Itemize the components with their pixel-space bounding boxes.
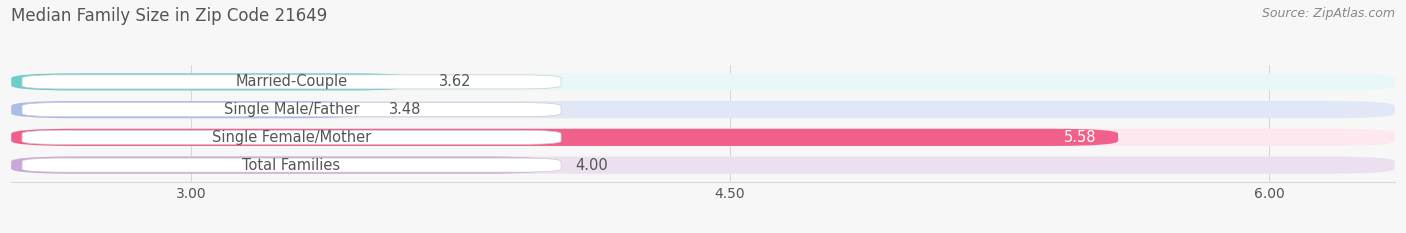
Text: Married-Couple: Married-Couple xyxy=(235,74,347,89)
FancyBboxPatch shape xyxy=(11,129,1395,146)
Text: Median Family Size in Zip Code 21649: Median Family Size in Zip Code 21649 xyxy=(11,7,328,25)
FancyBboxPatch shape xyxy=(11,73,1395,90)
Text: Single Male/Father: Single Male/Father xyxy=(224,102,360,117)
FancyBboxPatch shape xyxy=(11,73,413,90)
Text: Source: ZipAtlas.com: Source: ZipAtlas.com xyxy=(1261,7,1395,20)
Text: Total Families: Total Families xyxy=(242,158,340,173)
FancyBboxPatch shape xyxy=(11,157,550,174)
Text: 4.00: 4.00 xyxy=(575,158,609,173)
Text: 3.48: 3.48 xyxy=(388,102,420,117)
FancyBboxPatch shape xyxy=(22,130,561,144)
FancyBboxPatch shape xyxy=(11,129,1118,146)
FancyBboxPatch shape xyxy=(22,103,561,117)
FancyBboxPatch shape xyxy=(11,101,363,118)
FancyBboxPatch shape xyxy=(22,158,561,172)
FancyBboxPatch shape xyxy=(11,157,1395,174)
Text: 3.62: 3.62 xyxy=(439,74,471,89)
FancyBboxPatch shape xyxy=(11,101,1395,118)
Text: 5.58: 5.58 xyxy=(1064,130,1097,145)
FancyBboxPatch shape xyxy=(22,75,561,89)
Text: Single Female/Mother: Single Female/Mother xyxy=(212,130,371,145)
